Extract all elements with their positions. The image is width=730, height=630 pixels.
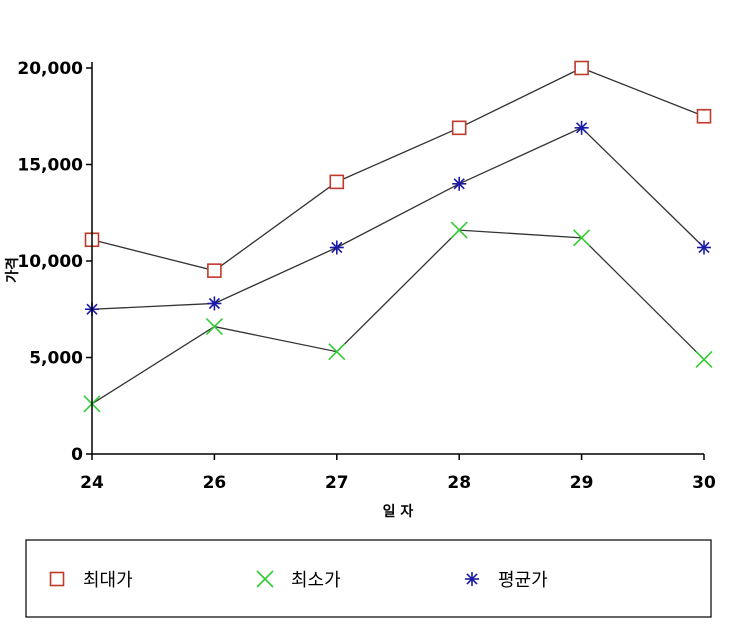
series-3-point: [452, 176, 467, 191]
legend-box: [25, 539, 712, 618]
legend-label: 최대가: [83, 570, 133, 591]
x-tick-label: 27: [325, 473, 349, 493]
x-tick-label: 24: [80, 473, 104, 493]
series-3-point: [329, 240, 344, 255]
series-1-point: [329, 174, 345, 190]
x-tick-label: 29: [570, 473, 594, 493]
y-axis-title: 가격: [4, 257, 21, 283]
series-2-point: [450, 221, 468, 239]
series-3-line: [91, 127, 705, 310]
series-1-line: [91, 67, 705, 272]
legend-item: 평균가: [465, 570, 548, 591]
series-2-point: [205, 318, 223, 336]
legend: 최대가 최소가 평균가: [49, 570, 548, 591]
x-tick-label: 26: [203, 473, 227, 493]
x-ticks: 24 26 27 28 29 30: [80, 454, 716, 493]
series-1-point: [574, 60, 589, 76]
y-tick-label: 20,000: [17, 59, 83, 79]
legend-marker-2: [256, 570, 274, 588]
y-tick-label: 0: [71, 445, 83, 465]
series-2-point: [573, 229, 591, 247]
x-tick-label: 30: [692, 473, 716, 493]
y-tick-label: 15,000: [17, 156, 83, 176]
axes: [91, 62, 704, 455]
series-3-point: [697, 240, 711, 255]
x-tick-label: 28: [447, 473, 471, 493]
series-2-line: [91, 229, 705, 405]
legend-marker-1: [49, 571, 65, 587]
y-tick-label: 10,000: [17, 252, 83, 272]
legend-item: 최대가: [49, 570, 133, 591]
plot-area: [83, 60, 713, 413]
x-axis-title: 일 자: [383, 504, 414, 520]
legend-label: 평균가: [498, 570, 548, 591]
series-2-point: [695, 350, 713, 368]
series-1-point: [451, 120, 467, 136]
legend-marker-3: [465, 572, 479, 586]
series-3-point: [207, 296, 222, 311]
series-2-point: [328, 343, 346, 361]
series-3-point: [574, 120, 589, 135]
legend-item: 최소가: [256, 570, 341, 591]
y-ticks: 0 5,000 10,000 15,000 20,000: [17, 59, 92, 465]
legend-label: 최소가: [291, 570, 341, 591]
series-1-point: [207, 263, 222, 278]
series-1-point: [696, 108, 712, 124]
y-tick-label: 5,000: [29, 349, 83, 369]
